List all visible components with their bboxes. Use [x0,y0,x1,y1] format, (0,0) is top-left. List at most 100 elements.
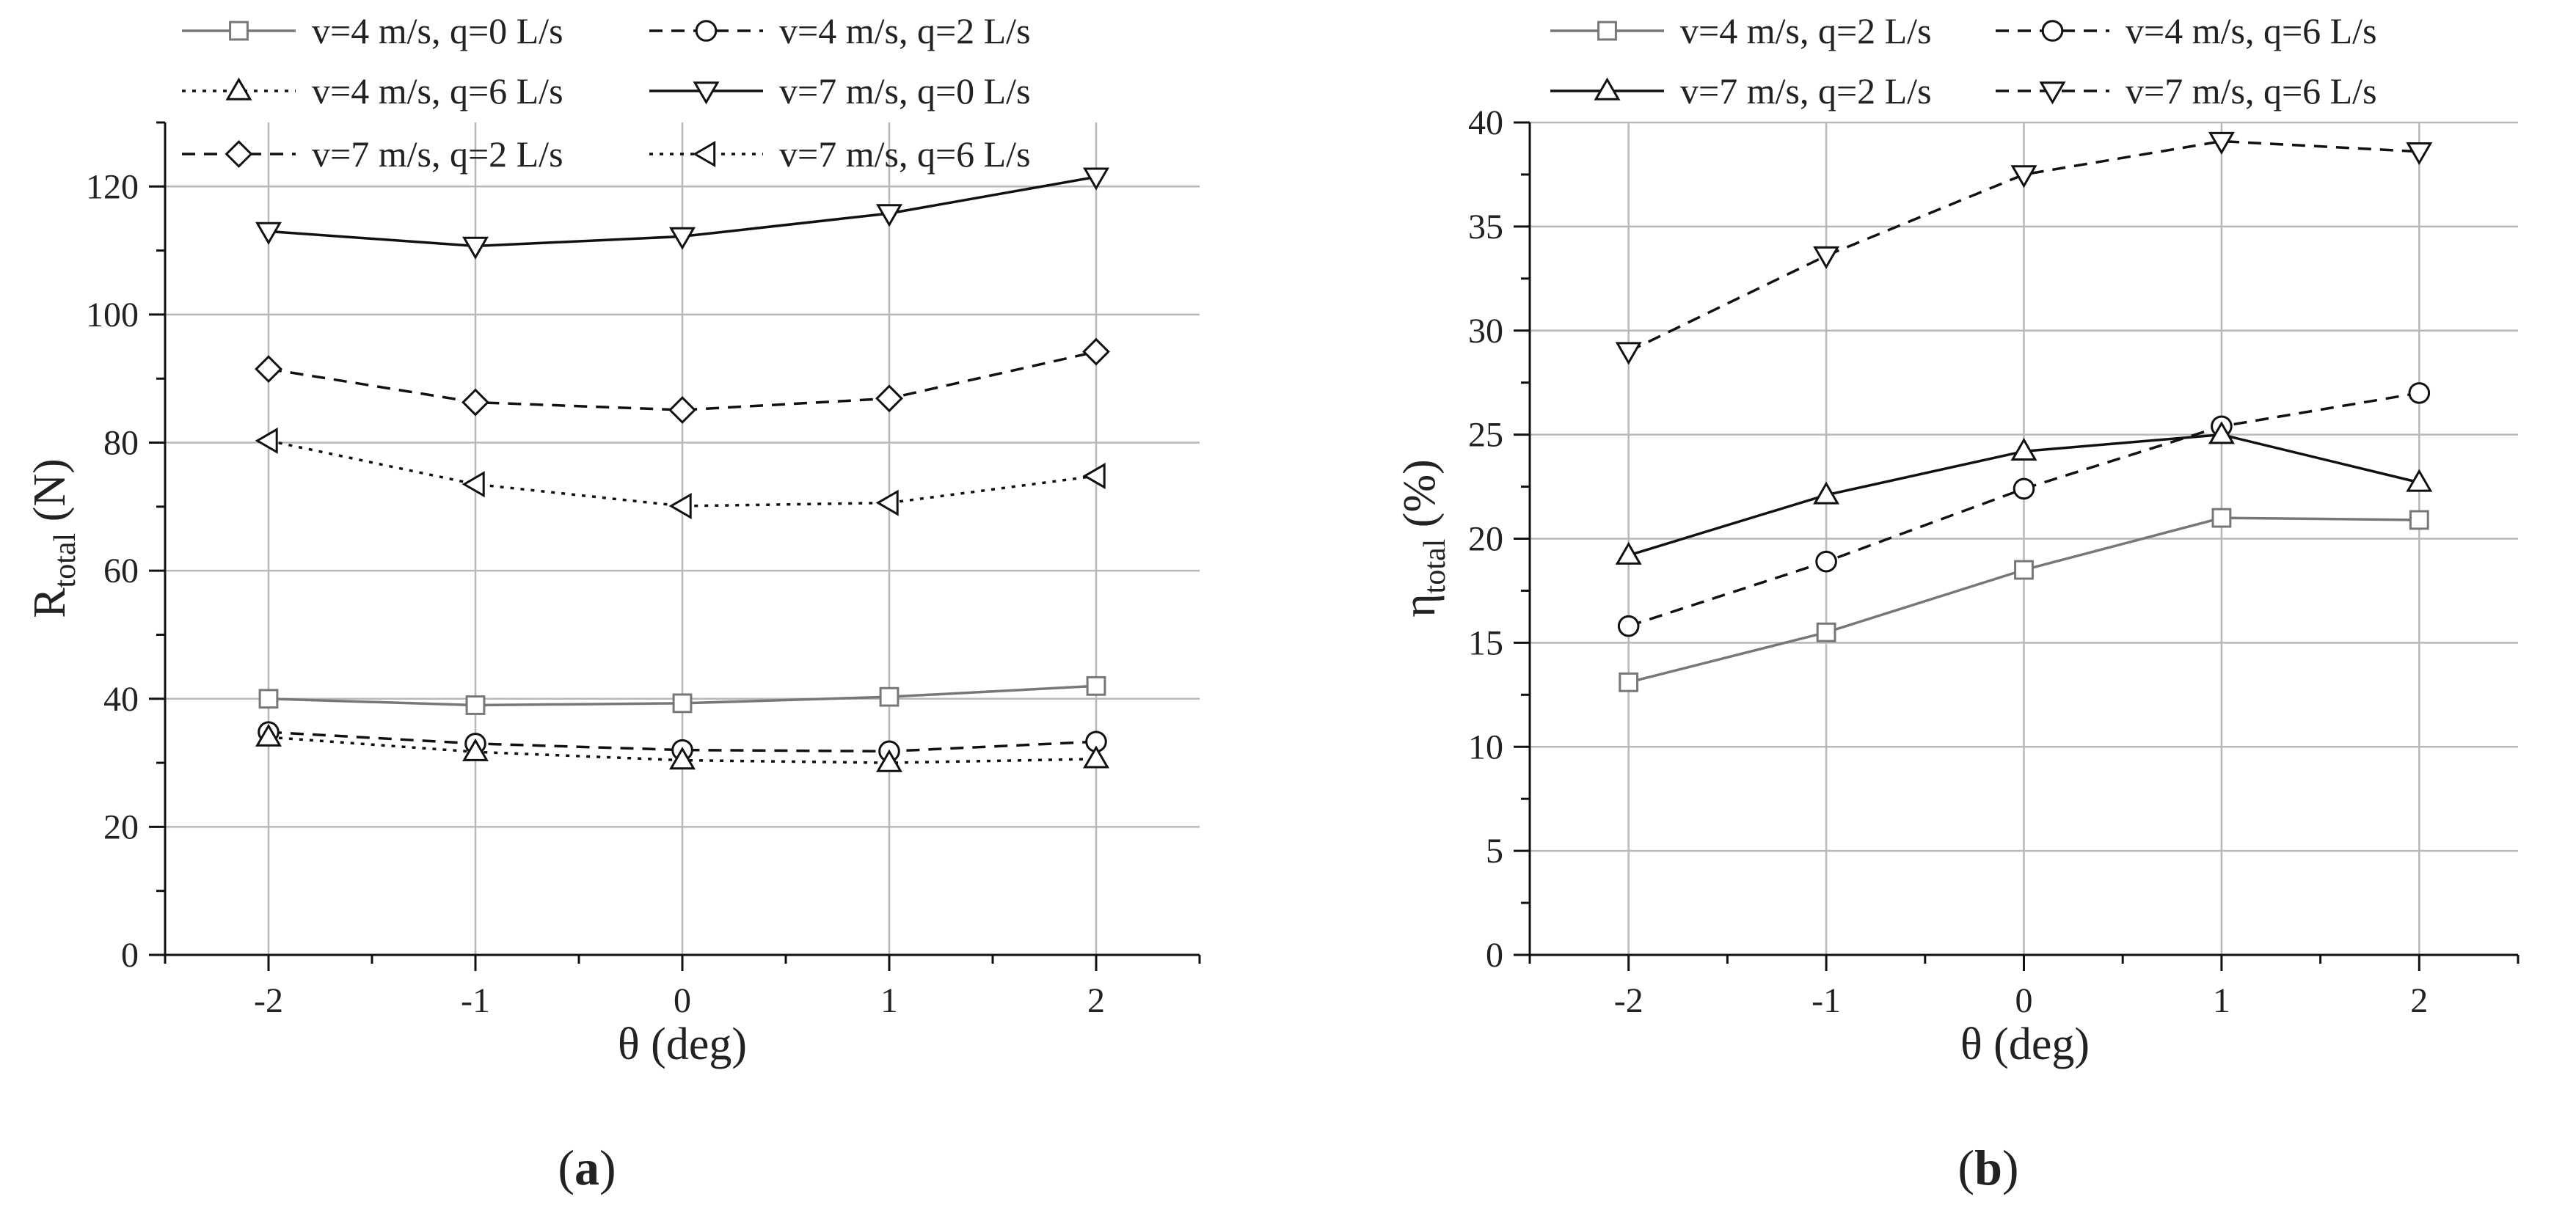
data-point [2408,382,2431,404]
legend-item: v=7 m/s, q=6 L/s [649,133,1031,175]
legend: v=4 m/s, q=0 L/s v=4 m/s, q=2 L/s v=4 m/s,… [182,10,1031,175]
data-point [879,686,900,707]
x-tick-label: 1 [880,981,898,1020]
legend-marker [693,81,720,105]
data-point [668,227,696,250]
data-point [255,723,282,747]
y-tick-label: 35 [1468,208,1503,246]
data-point [875,384,903,413]
data-point [1082,337,1110,366]
series-3 [1615,421,2433,565]
data-point [668,747,696,770]
panel-label: (a) [558,1140,616,1195]
x-tick-label: -1 [461,981,490,1020]
series-4 [1615,131,2433,365]
data-point [875,204,903,227]
grid [1530,121,2518,955]
series-line [268,730,1097,753]
data-point [672,693,693,714]
y-axis-label-symbol: η [1395,593,1445,617]
data-point [2208,131,2235,155]
legend-label: v=4 m/s, q=6 L/s [2126,10,2377,51]
data-point [255,427,278,454]
data-point [2409,510,2429,530]
y-axis-label: ηtotal (%) [1395,459,1452,618]
data-point [465,695,486,715]
x-axis-label: θ (deg) [618,1019,747,1069]
panel-label: (b) [1957,1140,2018,1195]
data-point [2010,165,2037,188]
y-axis-label-unit: (N) [25,458,75,533]
y-axis-label-subscript: total [1418,539,1452,594]
x-tick-label: 0 [674,981,691,1020]
data-point [1813,481,1840,505]
data-point [668,492,692,519]
y-tick-label: 100 [86,296,139,334]
data-point [1815,550,1837,573]
legend: v=4 m/s, q=2 L/s v=4 m/s, q=6 L/s v=7 m/s,… [1550,10,2377,111]
y-axis-label: Rtotal (N) [25,458,82,618]
legend-marker [695,20,718,42]
data-point [2211,508,2232,528]
legend-item: v=4 m/s, q=6 L/s [1996,10,2377,51]
y-tick-label: 5 [1486,832,1503,871]
x-tick-label: 2 [2410,981,2428,1020]
y-tick-label: 120 [86,167,139,206]
legend-label: v=4 m/s, q=2 L/s [779,10,1031,51]
data-point [255,221,282,245]
grid [165,122,1200,955]
data-point [2010,437,2037,461]
y-tick-label: 60 [103,552,139,590]
legend-marker [1594,77,1621,100]
data-point [2014,560,2034,580]
legend-marker [693,140,716,168]
y-tick-label: 0 [1486,936,1503,975]
y-tick-label: 20 [103,807,139,846]
series-1 [258,675,1106,715]
x-tick-label: -1 [1811,981,1841,1020]
data-point [1615,541,1642,565]
y-axis-label-unit: (%) [1395,459,1445,538]
series-1 [1619,508,2429,692]
x-tick-label: 2 [1087,981,1105,1020]
data-point [461,388,489,417]
legend-marker [1597,21,1617,41]
series-line [268,350,1097,411]
legend-label: v=7 m/s, q=2 L/s [312,133,563,175]
data-point [1082,462,1106,489]
y-tick-label: 10 [1468,728,1503,766]
data-point [668,396,696,424]
legend-item: v=4 m/s, q=6 L/s [182,70,563,111]
legend-label: v=4 m/s, q=2 L/s [1680,10,1932,51]
series-5 [255,337,1110,424]
legend-marker [229,21,249,41]
legend-marker [225,77,252,100]
x-tick-label: -2 [1614,981,1643,1020]
legend-item: v=4 m/s, q=2 L/s [649,10,1031,51]
data-point [875,749,903,772]
legend-label: v=4 m/s, q=6 L/s [312,70,563,111]
legend-item: v=7 m/s, q=2 L/s [1550,70,1932,111]
legend-item: v=7 m/s, q=0 L/s [649,70,1031,111]
legend-label: v=4 m/s, q=0 L/s [312,10,563,51]
data-point [1619,672,1639,692]
x-tick-label: 1 [2213,981,2230,1020]
x-tick-label: 0 [2015,981,2033,1020]
data-point [2208,421,2235,444]
data-point [1086,675,1106,696]
y-tick-label: 0 [121,936,139,975]
data-point [461,738,489,761]
legend-marker [225,140,253,168]
legend-marker [2041,20,2064,42]
legend-item: v=7 m/s, q=2 L/s [182,133,563,175]
data-point [461,471,485,498]
legend-item: v=4 m/s, q=2 L/s [1550,10,1932,51]
y-tick-label: 20 [1468,520,1503,559]
data-point [1615,342,1642,365]
legend-label: v=7 m/s, q=0 L/s [779,70,1031,111]
data-point [258,689,279,709]
x-tick-label: -2 [254,981,283,1020]
data-point [1082,745,1110,769]
